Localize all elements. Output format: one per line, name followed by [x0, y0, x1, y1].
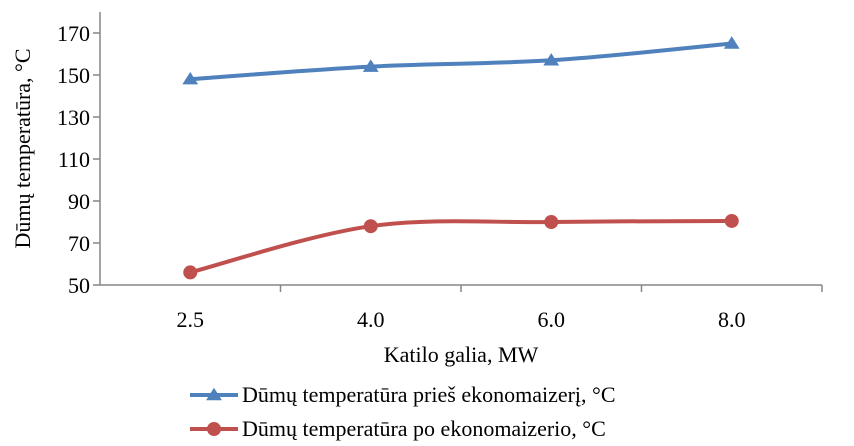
x-tick-label: 2.5 [177, 307, 205, 332]
data-point-triangle [543, 53, 560, 66]
legend-item-series-1: Dūmų temperatūra prieš ekonomaizerį, °C [190, 382, 616, 407]
x-axis-ticks: 2.5 4.0 6.0 8.0 [177, 285, 823, 332]
data-point-circle [544, 215, 559, 229]
y-tick-label: 130 [57, 105, 90, 130]
y-axis-title: Dūmų temperatūra, °C [10, 48, 35, 248]
legend-marker-circle-icon [207, 422, 221, 436]
legend-item-series-2: Dūmų temperatūra po ekonomaizerio, °C [190, 416, 606, 441]
series-line-2 [188, 218, 734, 275]
chart-axes [99, 12, 822, 286]
series-2 [183, 213, 739, 280]
data-point-triangle [182, 71, 199, 85]
data-point-circle [183, 265, 198, 280]
legend-label-series-2: Dūmų temperatūra po ekonomaizerio, °C [242, 416, 606, 441]
data-point-triangle [723, 36, 740, 49]
y-axis-ticks: 50 70 90 110 130 150 170 [57, 21, 100, 298]
x-axis-title: Katilo galia, MW [384, 342, 539, 367]
legend-marker-triangle-icon [206, 387, 222, 401]
y-tick-label: 110 [58, 147, 90, 172]
triangle-marker-icon [206, 387, 222, 401]
legend: Dūmų temperatūra prieš ekonomaizerį, °C … [190, 382, 616, 441]
x-tick-label: 4.0 [357, 307, 385, 332]
y-tick-label: 70 [68, 231, 90, 256]
series-line-1 [188, 41, 734, 82]
data-point-circle [363, 219, 378, 234]
series-1 [182, 36, 740, 85]
series-layer [182, 36, 740, 280]
data-point-circle [724, 213, 739, 228]
data-point-triangle [362, 59, 379, 72]
circle-marker-icon [207, 422, 221, 436]
x-tick-label: 8.0 [718, 307, 746, 332]
y-tick-label: 170 [57, 21, 90, 46]
y-tick-label: 50 [68, 273, 90, 298]
y-tick-label: 90 [68, 189, 90, 214]
y-tick-label: 150 [57, 63, 90, 88]
x-tick-label: 6.0 [538, 307, 566, 332]
legend-label-series-1: Dūmų temperatūra prieš ekonomaizerį, °C [242, 382, 616, 407]
